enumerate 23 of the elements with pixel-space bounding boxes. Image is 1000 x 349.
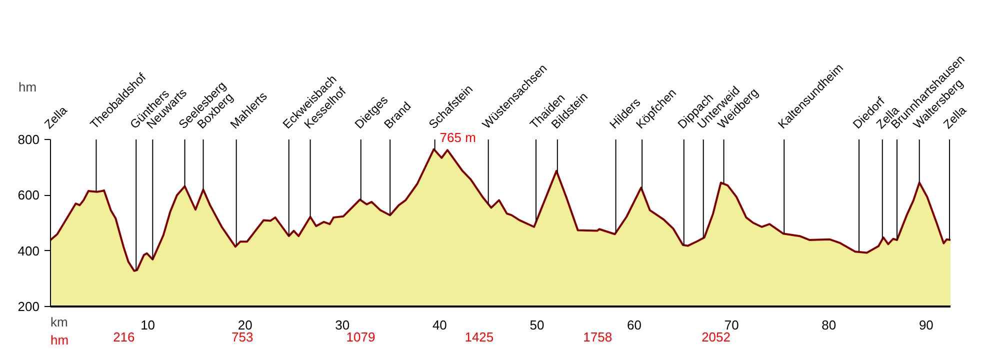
text: 1758: [583, 330, 612, 344]
x-tick-label: 10: [140, 318, 156, 332]
x-tick-label: 70: [724, 318, 739, 332]
annotation: 765 m: [440, 130, 476, 146]
text: 2052: [702, 330, 730, 344]
y-tick-label: 200: [18, 299, 40, 314]
text: 1425: [464, 330, 494, 344]
x-tick-label: 30: [335, 318, 350, 332]
text: 753: [231, 330, 254, 344]
text: 216: [113, 330, 135, 344]
x-tick-label: 60: [627, 318, 642, 332]
x-axis-title: km: [50, 314, 68, 330]
x-tick-label: 40: [432, 318, 447, 332]
x-tick-label: 80: [822, 318, 836, 332]
y-tick-label: 800: [18, 132, 40, 147]
x-tick-label: 90: [918, 318, 934, 332]
x-tick-label: 50: [530, 318, 544, 332]
y-axis-title: hm: [18, 80, 37, 94]
y-tick-label: 400: [18, 243, 40, 258]
y-tick-label: 600: [18, 188, 40, 203]
text: 1079: [346, 330, 376, 344]
text: hm: [50, 332, 69, 348]
x-tick-label: 20: [238, 318, 252, 332]
